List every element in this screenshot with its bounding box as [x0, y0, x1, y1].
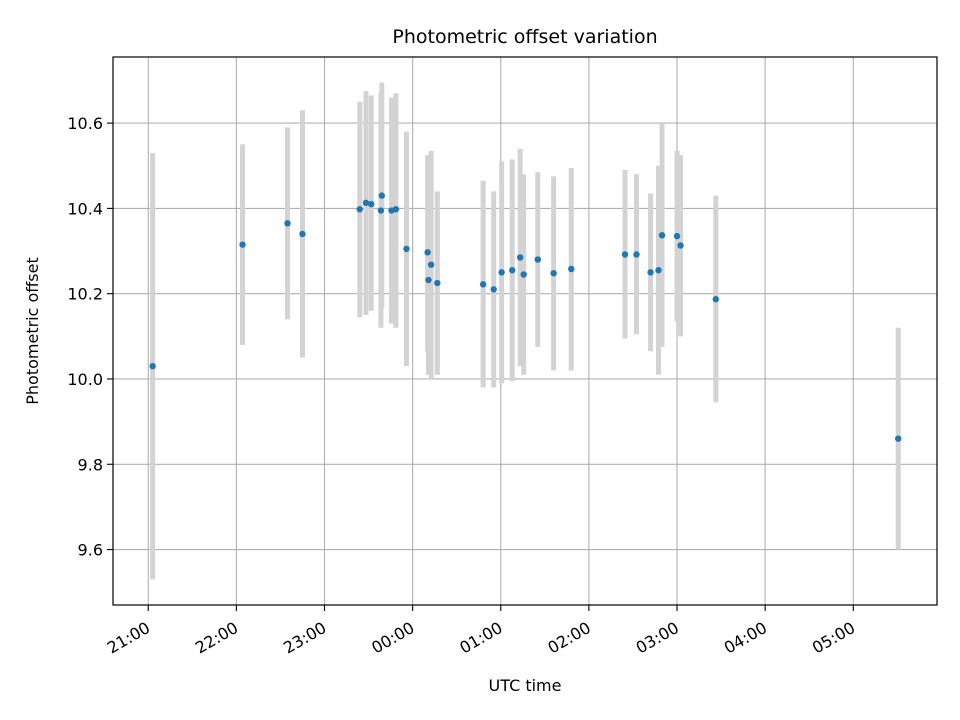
data-point: [677, 242, 684, 249]
data-point: [356, 206, 363, 213]
data-point: [424, 249, 431, 256]
data-point: [378, 192, 385, 199]
data-point: [712, 296, 719, 303]
data-point: [490, 286, 497, 293]
data-point: [498, 269, 505, 276]
data-point: [655, 267, 662, 274]
data-point: [149, 362, 156, 370]
data-point: [434, 279, 441, 287]
y-tick-label: 10.4: [67, 199, 103, 218]
y-axis-label: Photometric offset: [23, 257, 42, 405]
data-point: [673, 232, 681, 240]
data-point: [392, 206, 400, 213]
y-tick-label: 9.8: [78, 455, 103, 474]
y-tick-label: 10.0: [67, 370, 103, 389]
y-axis-ticks: 9.6 9.8 10.0 10.2 10.4 10.6: [67, 114, 113, 560]
data-point: [368, 200, 375, 208]
y-tick-label: 10.2: [67, 285, 103, 304]
data-point: [520, 271, 527, 278]
data-point: [284, 220, 291, 227]
data-point: [425, 276, 432, 284]
data-point: [299, 230, 306, 238]
data-point: [362, 199, 370, 207]
data-point: [534, 256, 541, 263]
data-point: [633, 251, 640, 258]
data-point: [516, 254, 524, 261]
y-tick-label: 10.6: [67, 114, 103, 133]
data-point: [621, 251, 629, 258]
data-point: [239, 241, 246, 248]
data-point: [895, 435, 902, 442]
data-point: [377, 207, 385, 214]
data-point: [550, 270, 557, 277]
data-point: [658, 232, 666, 239]
data-point: [479, 281, 487, 288]
y-tick-label: 9.6: [78, 541, 103, 560]
data-point: [647, 269, 654, 276]
plot-area-frame: [112, 56, 938, 606]
x-axis-label: UTC time: [489, 676, 562, 695]
data-point: [403, 245, 410, 253]
data-point: [509, 267, 516, 274]
data-point: [427, 261, 435, 268]
data-point: [568, 265, 575, 273]
chart-title: Photometric offset variation: [392, 26, 657, 48]
data-points: [149, 192, 902, 442]
